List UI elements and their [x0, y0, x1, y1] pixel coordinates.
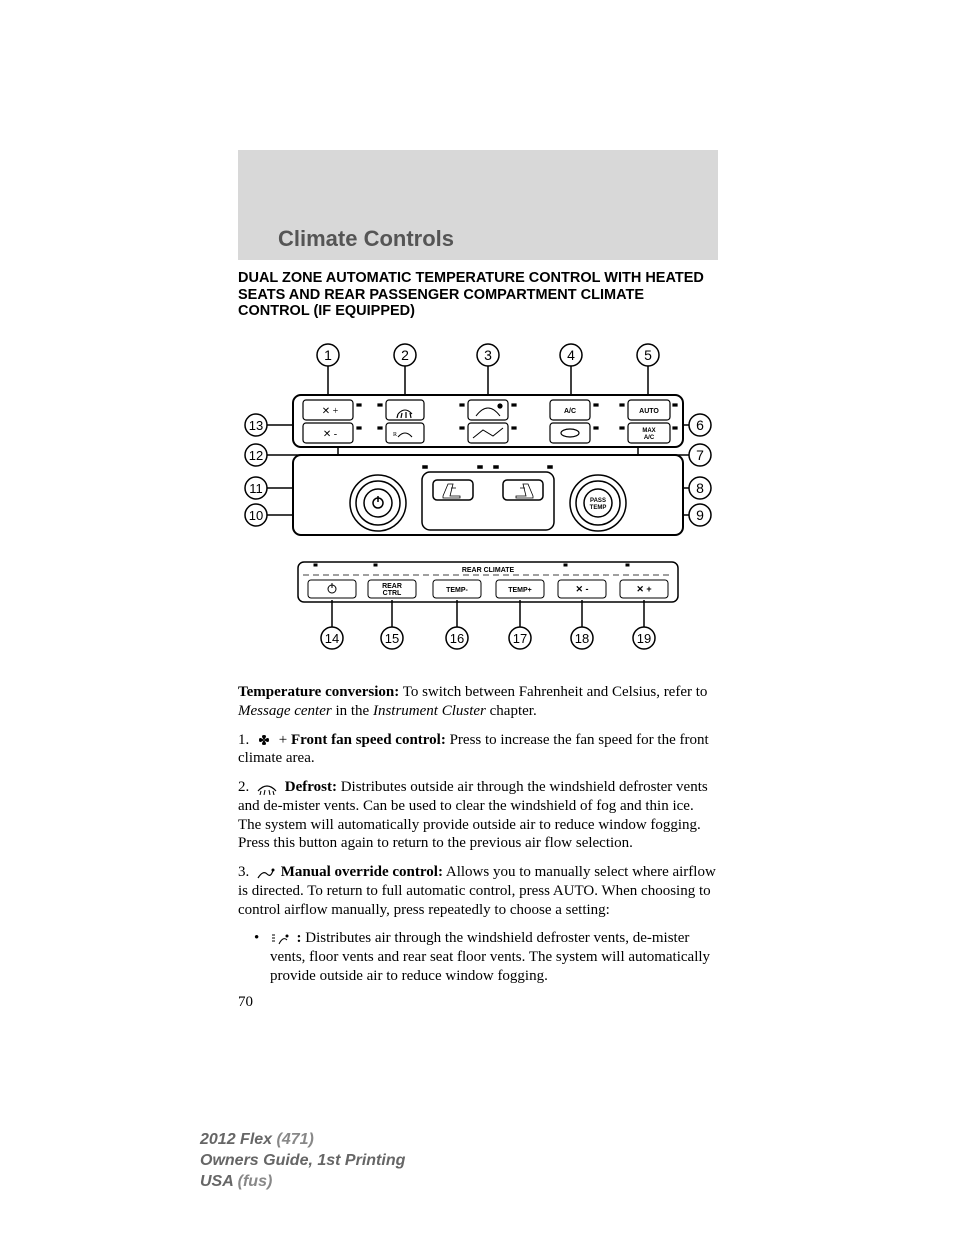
section-header-bar: Climate Controls — [238, 150, 718, 260]
floor-defrost-icon — [269, 932, 291, 946]
svg-text:2: 2 — [401, 347, 409, 363]
airflow-icon — [255, 866, 275, 880]
climate-control-diagram: 1 2 3 4 5 13 12 11 10 6 7 8 9 — [238, 340, 718, 660]
temp-conversion-para: Temperature conversion: To switch betwee… — [238, 683, 718, 721]
footer: 2012 Flex (471) Owners Guide, 1st Printi… — [200, 1130, 405, 1192]
svg-text:REAR CLIMATE: REAR CLIMATE — [462, 567, 515, 574]
svg-text:TEMP: TEMP — [590, 505, 607, 511]
svg-text:R: R — [393, 432, 397, 438]
svg-text:1: 1 — [324, 347, 332, 363]
svg-text:✕ -: ✕ - — [323, 429, 337, 440]
item-3: 3. Manual override control: Allows you t… — [238, 863, 718, 919]
svg-text:12: 12 — [249, 448, 263, 463]
svg-text:10: 10 — [249, 508, 263, 523]
bullet-1: • : Distributes air through the windshie… — [254, 929, 718, 985]
temp-conv-label: Temperature conversion: — [238, 684, 399, 700]
svg-text:17: 17 — [513, 631, 527, 646]
svg-text:3: 3 — [484, 347, 492, 363]
svg-text:16: 16 — [450, 631, 464, 646]
svg-text:AUTO: AUTO — [639, 408, 659, 415]
fan-icon — [255, 733, 273, 747]
item-2: 2. Defrost: Distributes outside air thro… — [238, 778, 718, 853]
svg-text:TEMP-: TEMP- — [446, 587, 468, 594]
svg-text:TEMP+: TEMP+ — [508, 587, 532, 594]
svg-text:CTRL: CTRL — [383, 590, 402, 597]
svg-text:5: 5 — [644, 347, 652, 363]
page-number: 70 — [238, 994, 718, 1011]
svg-text:PASS: PASS — [590, 498, 606, 504]
svg-text:14: 14 — [325, 631, 339, 646]
svg-text:A/C: A/C — [644, 435, 655, 441]
page-content: DUAL ZONE AUTOMATIC TEMPERATURE CONTROL … — [238, 270, 718, 1011]
svg-text:A/C: A/C — [564, 408, 576, 415]
svg-text:8: 8 — [696, 480, 704, 496]
svg-text:18: 18 — [575, 631, 589, 646]
svg-text:6: 6 — [696, 417, 704, 433]
section-title: Climate Controls — [278, 226, 454, 252]
subheading: DUAL ZONE AUTOMATIC TEMPERATURE CONTROL … — [238, 270, 718, 320]
svg-text:7: 7 — [696, 447, 704, 463]
svg-text:19: 19 — [637, 631, 651, 646]
item-1: 1. + Front fan speed control: Press to i… — [238, 731, 718, 769]
svg-text:15: 15 — [385, 631, 399, 646]
svg-text:9: 9 — [696, 507, 704, 523]
svg-text:13: 13 — [249, 418, 263, 433]
svg-text:11: 11 — [249, 481, 263, 496]
svg-text:REAR: REAR — [382, 583, 402, 590]
svg-text:✕ -: ✕ - — [575, 584, 588, 594]
svg-text:4: 4 — [567, 347, 575, 363]
svg-text:✕ +: ✕ + — [636, 584, 651, 594]
svg-text:MAX: MAX — [642, 428, 655, 434]
defrost-icon — [255, 781, 279, 795]
svg-text:✕ +: ✕ + — [322, 406, 339, 417]
